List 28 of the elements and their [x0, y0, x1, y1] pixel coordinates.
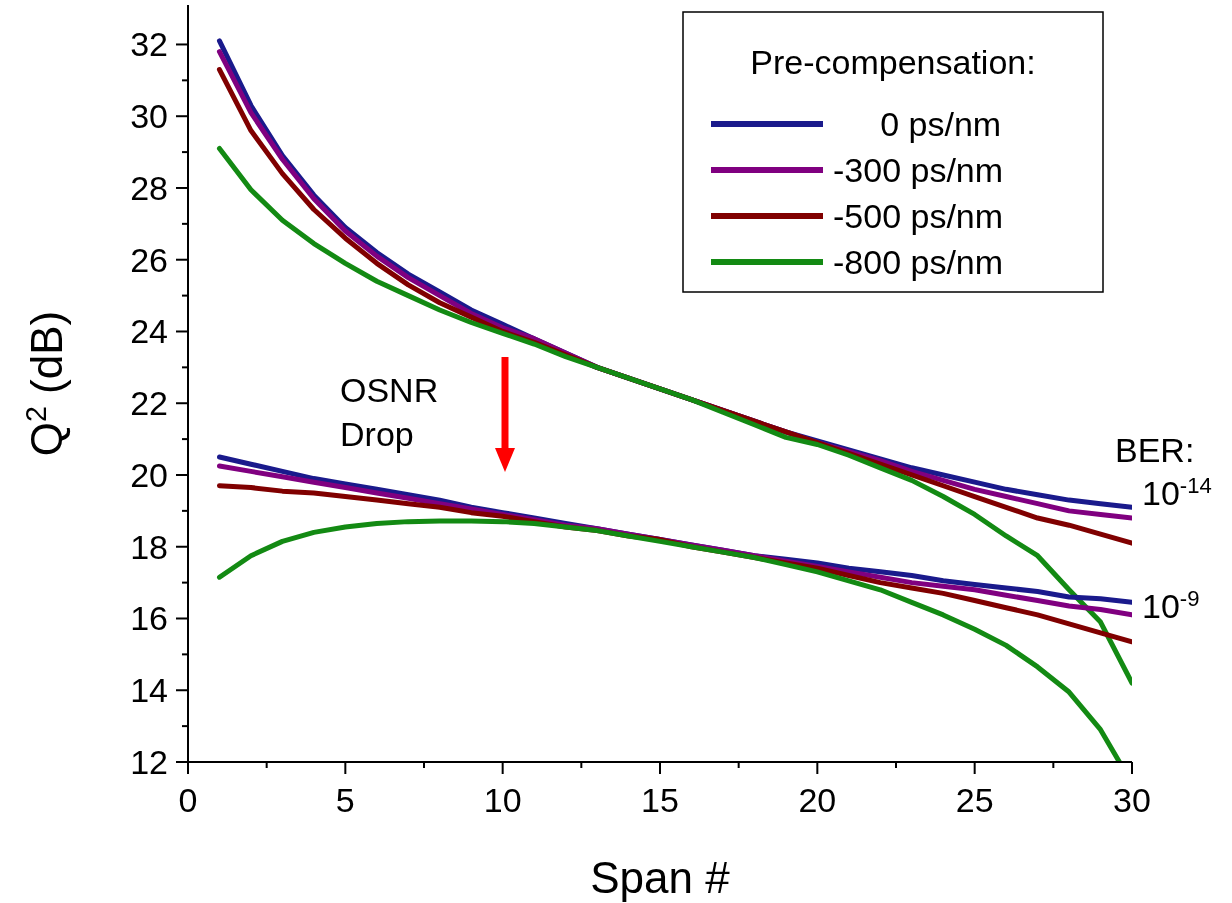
- legend-label: -300 ps/nm: [833, 151, 1004, 189]
- legend-label: 0 ps/nm: [833, 105, 1002, 143]
- x-axis-title: Span #: [590, 853, 731, 902]
- x-tick-label: 10: [483, 781, 522, 819]
- y-tick-label: 26: [130, 240, 168, 279]
- x-tick-label: 25: [955, 781, 994, 819]
- legend-title: Pre-compensation:: [750, 43, 1036, 81]
- legend-label: -500 ps/nm: [833, 197, 1004, 235]
- y-tick-label: 28: [130, 168, 168, 207]
- y-tick-label: 22: [130, 384, 168, 423]
- y-tick-label: 16: [130, 599, 168, 638]
- x-tick-label: 20: [798, 781, 837, 819]
- y-tick-label: 30: [130, 97, 168, 136]
- annotation: OSNR Drop: [340, 371, 439, 453]
- text: 10$^{-9}$: [1142, 585, 1200, 625]
- y-tick-label: 14: [130, 671, 168, 710]
- x-tick-label: 0: [178, 781, 198, 819]
- x-tick-label: 30: [1113, 781, 1151, 819]
- x-tick-label: 5: [335, 781, 355, 819]
- y-tick-label: 24: [130, 312, 168, 351]
- annotation: BER:: [1115, 431, 1195, 469]
- text: 10$^{-14}$: [1142, 472, 1212, 512]
- y-tick-label: 32: [130, 25, 168, 64]
- x-tick-label: 15: [641, 781, 679, 819]
- y-tick-label: 18: [130, 527, 168, 566]
- y-tick-label: 12: [130, 743, 168, 781]
- legend-label: -800 ps/nm: [833, 243, 1004, 281]
- y-tick-label: 20: [130, 455, 168, 494]
